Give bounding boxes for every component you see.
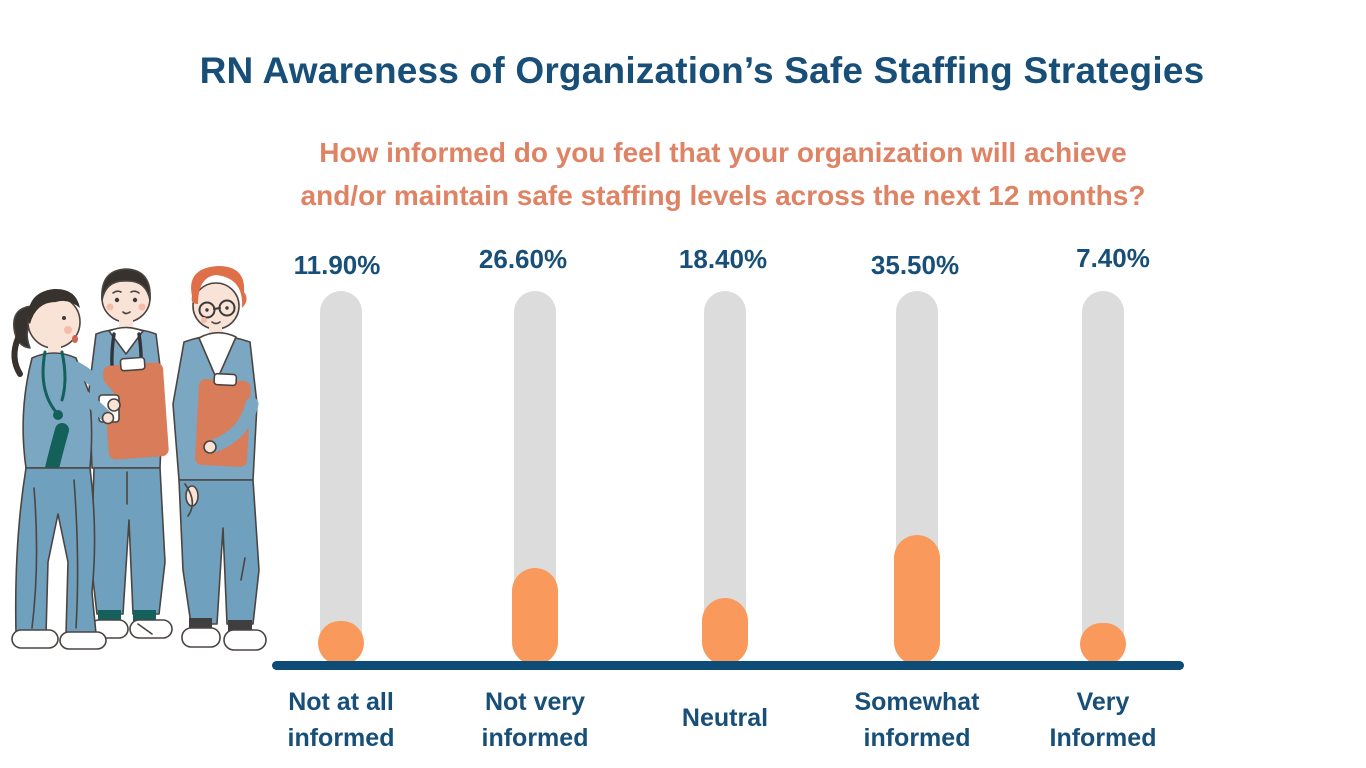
bar-fill (318, 621, 364, 665)
nurse-left (11, 288, 121, 650)
bar-category-label: Not at all informed (287, 688, 395, 752)
clipboard-icon (103, 356, 169, 460)
bar-category-label: Not very informed (481, 688, 589, 752)
bar-category-label: Somewhat informed (854, 688, 980, 752)
chart-subtitle-line-2: and/or maintain safe staffing levels acr… (300, 180, 1146, 211)
bar-fill (1080, 623, 1126, 665)
bar-value-label: 7.40% (1076, 243, 1150, 273)
chart-subtitle: How informed do you feel that your organ… (40, 131, 1366, 217)
stethoscope-icon (41, 350, 58, 414)
bar-value-label: 18.40% (678, 244, 768, 274)
bar-track (1082, 291, 1124, 662)
nurse-right (172, 266, 267, 651)
x-axis-line (272, 661, 1184, 670)
bar-value-label: 11.90% (293, 250, 381, 280)
bar-value-label: 35.50% (870, 250, 960, 280)
page-title: RN Awareness of Organization’s Safe Staf… (199, 50, 1205, 91)
bar-category-label: Very Informed (1049, 688, 1157, 752)
bar-value-label: 26.60% (478, 244, 568, 274)
nurse-middle (88, 268, 173, 639)
glasses-icon (198, 301, 216, 319)
bar-track (320, 291, 362, 662)
bar-category-label: Neutral (681, 704, 769, 732)
chart-subtitle-line-1: How informed do you feel that your organ… (319, 137, 1127, 168)
bar-fill (894, 535, 940, 665)
nurses-illustration (11, 266, 267, 651)
bar-fill (702, 598, 748, 665)
bar-fill (512, 568, 558, 665)
